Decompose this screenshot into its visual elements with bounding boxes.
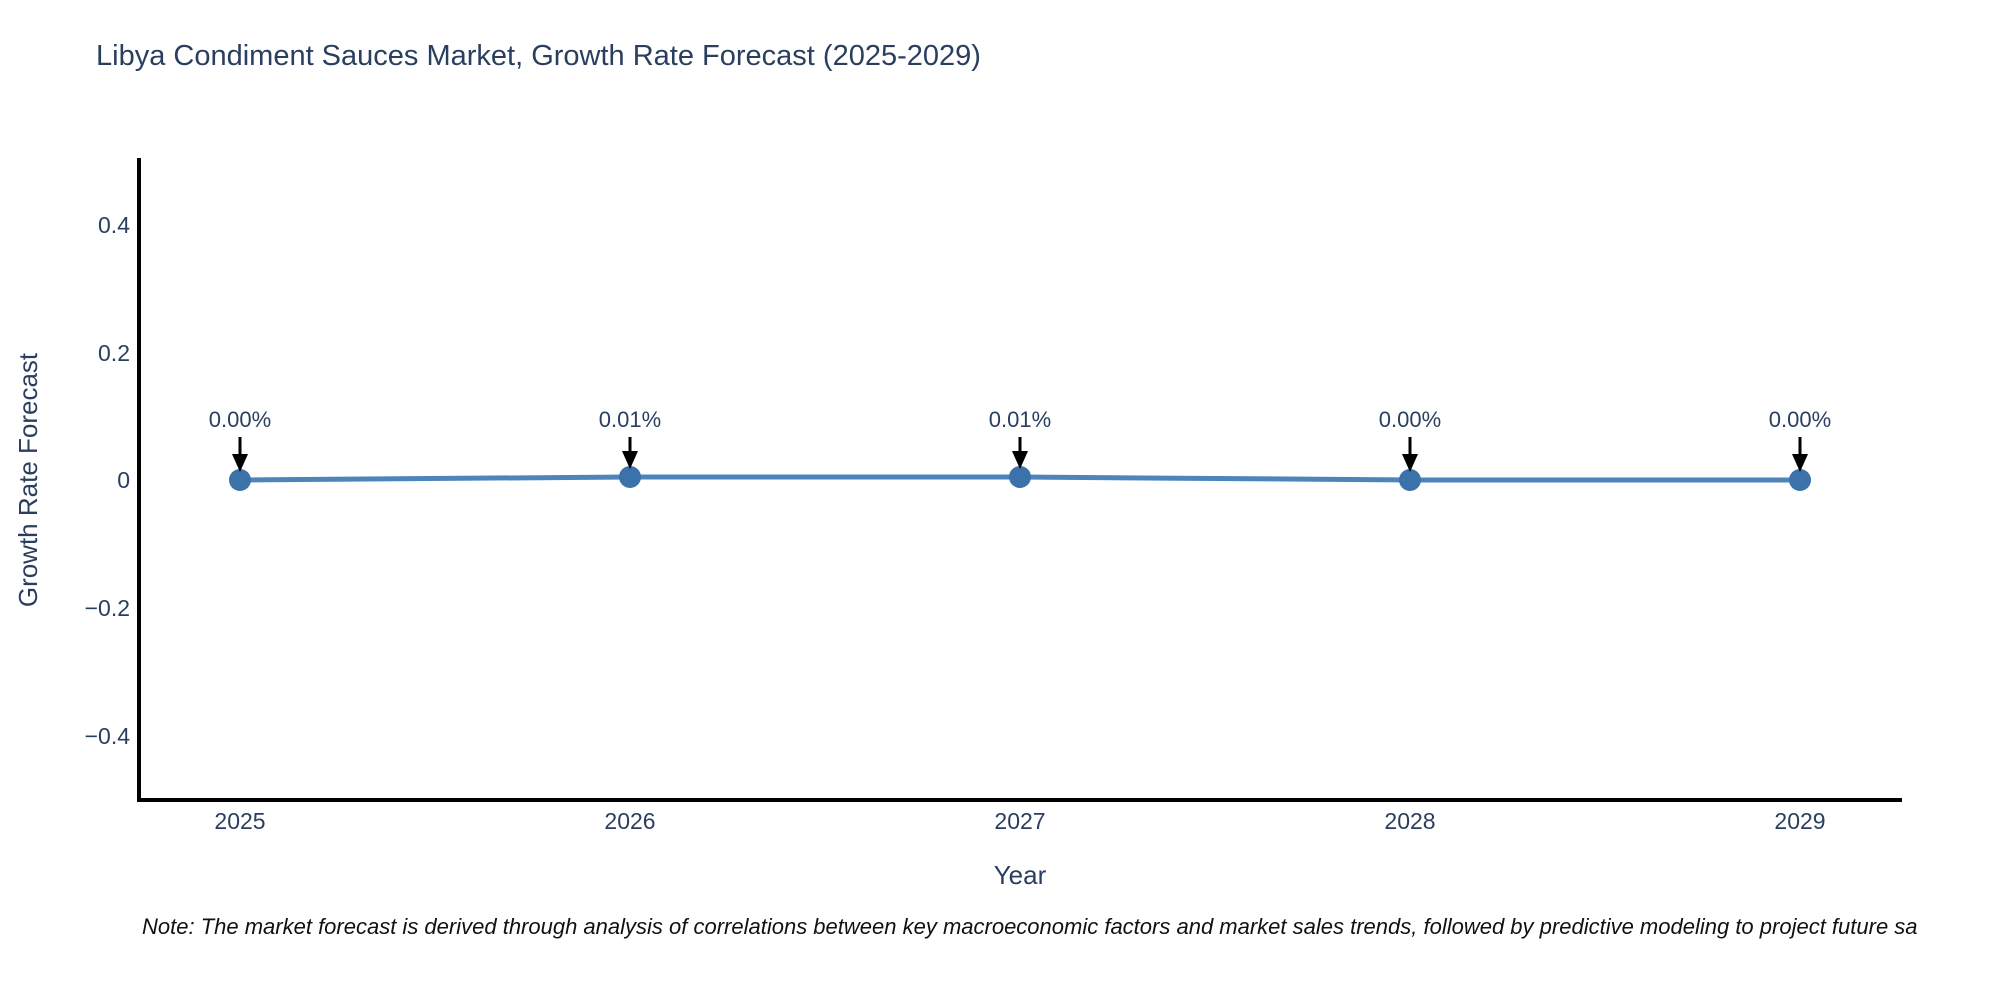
annotation-2027: 0.01% (989, 407, 1051, 469)
data-point-2025[interactable] (229, 469, 251, 491)
annotation-arrowhead-icon (1012, 451, 1028, 469)
chart-title: Libya Condiment Sauces Market, Growth Ra… (96, 40, 981, 72)
data-point-2027[interactable] (1009, 466, 1031, 488)
y-axis-title: Growth Rate Forecast (13, 352, 43, 607)
y-tick-label: −0.4 (85, 723, 131, 749)
y-tick-label: 0 (117, 467, 130, 493)
x-axis-title: Year (994, 860, 1047, 890)
annotation-label: 0.00% (1769, 407, 1831, 432)
annotation-2026: 0.01% (599, 407, 661, 469)
x-tick-label: 2025 (214, 808, 265, 834)
annotation-label: 0.01% (989, 407, 1051, 432)
annotation-2025: 0.00% (209, 407, 271, 472)
x-tick-label: 2029 (1774, 808, 1825, 834)
data-point-2026[interactable] (619, 466, 641, 488)
data-point-2029[interactable] (1789, 469, 1811, 491)
annotation-arrowhead-icon (232, 454, 248, 472)
annotation-label: 0.00% (1379, 407, 1441, 432)
y-tick-label: 0.2 (98, 340, 130, 366)
x-tick-label: 2028 (1384, 808, 1435, 834)
annotation-arrowhead-icon (622, 451, 638, 469)
annotation-2029: 0.00% (1769, 407, 1831, 472)
annotation-arrowhead-icon (1792, 454, 1808, 472)
data-point-2028[interactable] (1399, 469, 1421, 491)
x-tick-label: 2027 (994, 808, 1045, 834)
annotation-label: 0.01% (599, 407, 661, 432)
y-tick-label: −0.2 (85, 595, 130, 621)
annotation-label: 0.00% (209, 407, 271, 432)
annotation-2028: 0.00% (1379, 407, 1441, 472)
footnote: Note: The market forecast is derived thr… (142, 914, 1918, 939)
annotation-arrowhead-icon (1402, 454, 1418, 472)
y-tick-label: 0.4 (98, 212, 130, 238)
x-tick-label: 2026 (604, 808, 655, 834)
